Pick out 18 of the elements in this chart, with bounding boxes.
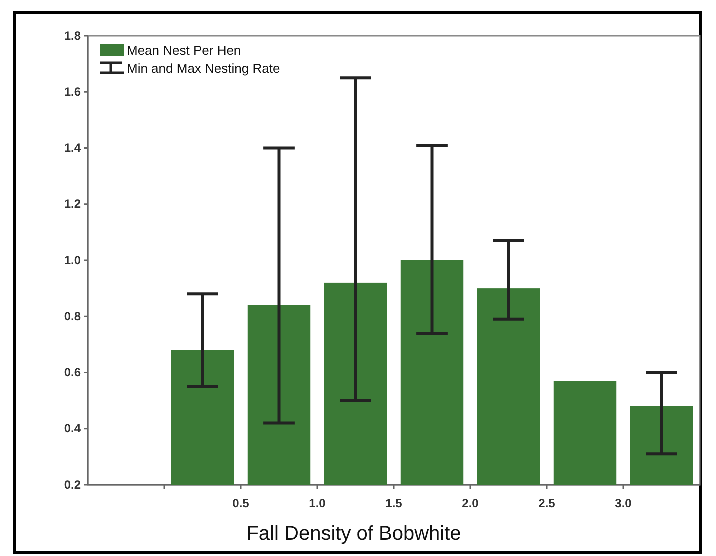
- x-axis-title: Fall Density of Bobwhite: [246, 523, 462, 545]
- y-tick-label: 1.0: [64, 253, 82, 268]
- x-tick-label: 1.5: [386, 496, 403, 511]
- y-tick-label: 0.6: [64, 366, 82, 380]
- x-tick-label: 2.5: [538, 496, 556, 511]
- x-tick-label: 3.0: [615, 496, 632, 511]
- y-tick-label: 1.8: [64, 28, 82, 43]
- y-tick-label: 1.2: [64, 197, 82, 212]
- y-tick-label: 0.8: [64, 309, 82, 324]
- y-tick-label: 1.6: [64, 84, 82, 99]
- y-tick-label: 0.2: [64, 478, 82, 492]
- y-tick-label: 0.4: [64, 422, 82, 436]
- x-tick-label: 0.5: [232, 496, 250, 511]
- x-tick-label: 1.0: [309, 496, 326, 511]
- y-tick-label: 1.4: [64, 141, 82, 156]
- annotation: Min and Max Nesting Rate: [127, 61, 280, 76]
- x-tick-label: 2.0: [462, 496, 480, 511]
- legend-label: Mean Nest Per Hen: [127, 43, 242, 58]
